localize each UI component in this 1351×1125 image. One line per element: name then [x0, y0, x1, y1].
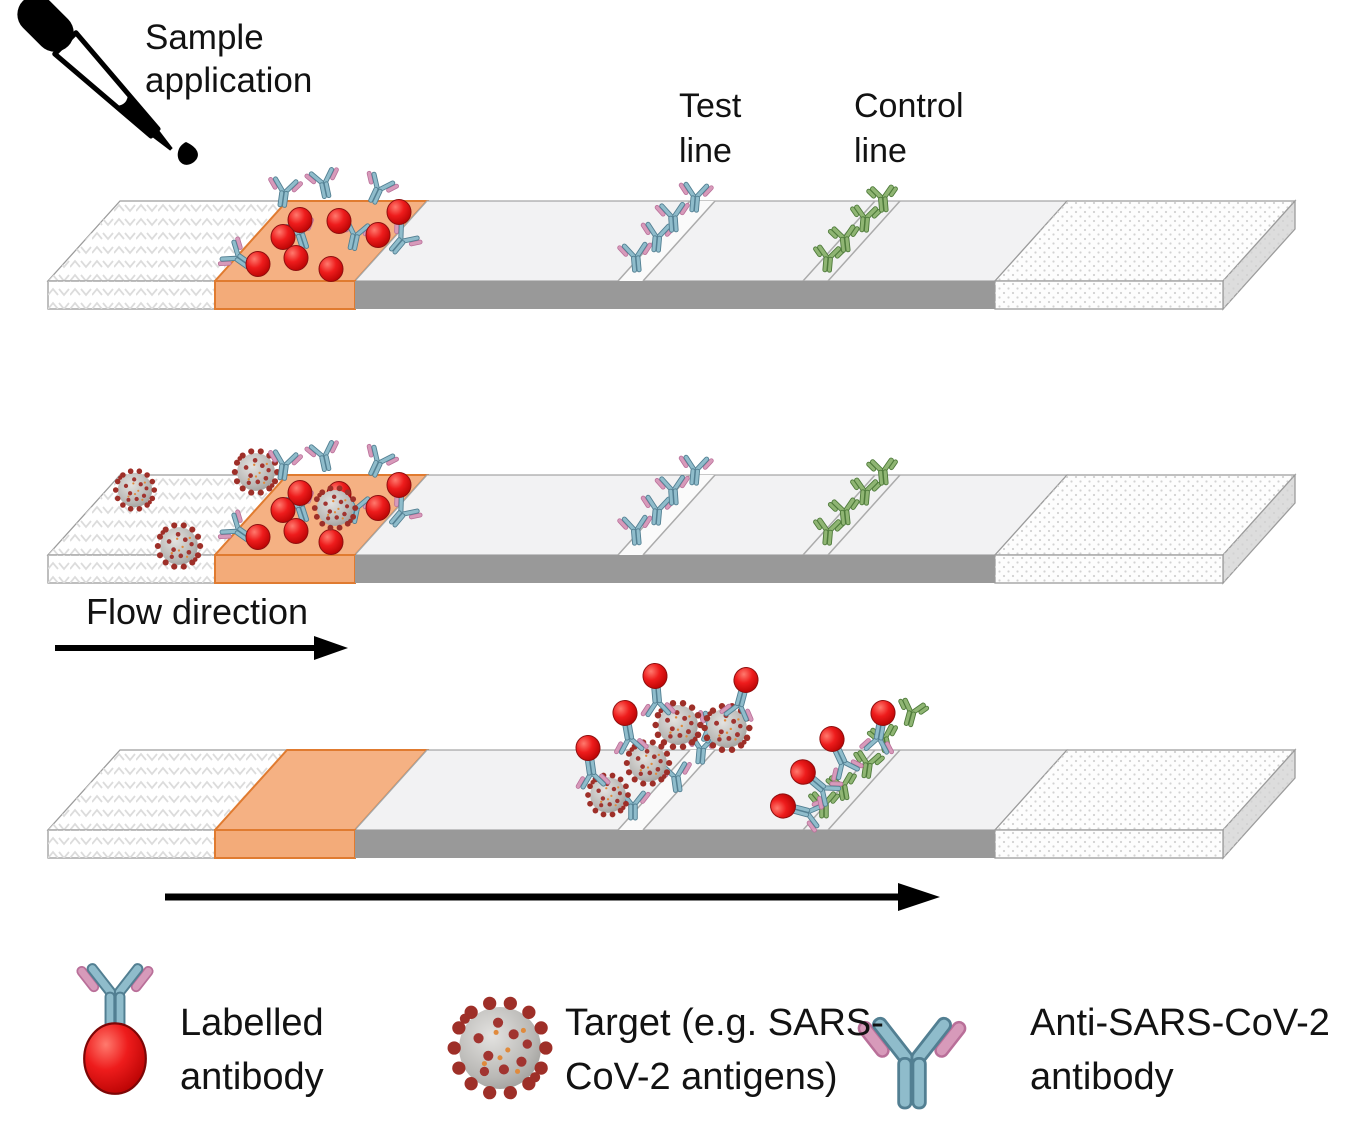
flow-arrow-bottom [165, 883, 940, 911]
legend-labelled-antibody-line2: antibody [180, 1056, 324, 1098]
legend-anti-sars-line1: Anti-SARS-CoV-2 [1030, 1002, 1330, 1044]
drop-icon [177, 142, 198, 165]
test-line-line2: line [679, 132, 732, 170]
test-line-line1: Test [679, 87, 742, 125]
sample-application-line2: application [145, 61, 313, 100]
strip-stage-1-sample-application [47, 163, 1296, 310]
legend-labelled-antibody-icon [76, 959, 155, 1094]
strip-stage-2-flow [47, 436, 1296, 584]
legend-item-target-antigen: Target (e.g. SARS- CoV-2 antigens) [565, 996, 884, 1104]
control-line-line1: Control [854, 87, 964, 125]
sample-application-line1: Sample [145, 18, 264, 57]
test-line-label: Test line [679, 84, 741, 174]
legend-labelled-antibody-line1: Labelled [180, 1002, 324, 1044]
legend-item-labelled-antibody: Labelled antibody [180, 996, 324, 1104]
sample-application-label: Sample application [145, 16, 312, 102]
legend-anti-sars-line2: antibody [1030, 1056, 1174, 1098]
strip-stage-3-result [47, 662, 1296, 859]
legend-item-anti-sars-antibody: Anti-SARS-CoV-2 antibody [1030, 996, 1330, 1104]
legend-target-line1: Target (e.g. SARS- [565, 1002, 884, 1044]
control-line-label: Control line [854, 84, 964, 174]
legend-virus-icon [447, 996, 553, 1100]
flow-direction-label: Flow direction [86, 591, 309, 632]
flow-direction-arrow [55, 636, 348, 660]
control-line-line2: line [854, 132, 907, 170]
dropper-icon [17, 0, 198, 165]
legend-target-line2: CoV-2 antigens) [565, 1056, 838, 1098]
